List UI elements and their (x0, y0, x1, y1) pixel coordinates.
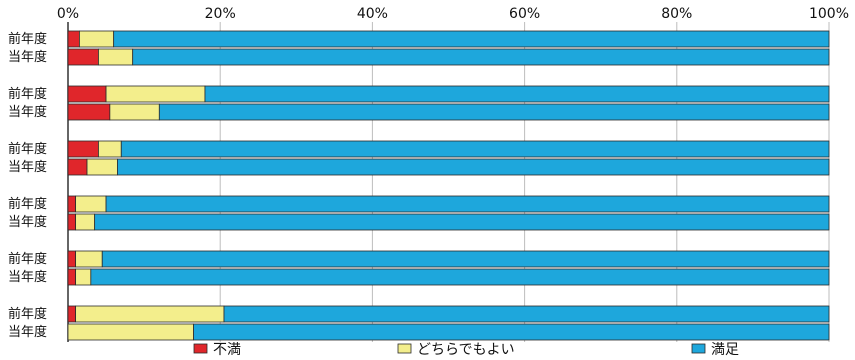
bar-segment-neutral (67, 323, 194, 341)
bar-segment-satisfied (117, 158, 830, 176)
x-tick-label: 80% (661, 6, 692, 22)
row-label: 前年度 (8, 141, 47, 157)
row-label: 当年度 (8, 214, 47, 230)
bar-segment-satisfied (105, 195, 830, 213)
bar-segment-dissatisfied (67, 195, 77, 213)
legend-label: 満足 (711, 342, 739, 358)
legend-label: どちらでもよい (417, 342, 515, 358)
row-label: 前年度 (8, 86, 47, 102)
x-tick-label: 40% (357, 6, 388, 22)
bar-segment-dissatisfied (67, 48, 99, 66)
x-tick-label: 0% (57, 6, 79, 22)
bar-segment-satisfied (158, 103, 830, 121)
bar-segment-neutral (75, 250, 103, 268)
bar-segment-dissatisfied (67, 213, 77, 231)
bar-segment-dissatisfied (67, 158, 88, 176)
bar-segment-neutral (98, 140, 122, 158)
bar-segment-neutral (109, 103, 160, 121)
bar-segment-neutral (75, 268, 92, 286)
bar-segment-neutral (79, 30, 115, 48)
bar-segment-satisfied (101, 250, 830, 268)
grid-lines (67, 22, 830, 342)
row-label: 当年度 (8, 104, 47, 120)
bar-segment-dissatisfied (67, 30, 80, 48)
row-label: 当年度 (8, 49, 47, 65)
x-tick-label: 60% (509, 6, 540, 22)
row-label: 当年度 (8, 269, 47, 285)
bar-segment-neutral (75, 213, 96, 231)
bars (67, 30, 830, 341)
bar-segment-dissatisfied (67, 140, 99, 158)
x-tick-label: 100% (809, 6, 849, 22)
row-label: 前年度 (8, 251, 47, 267)
bar-segment-dissatisfied (67, 268, 77, 286)
bar-segment-dissatisfied (67, 103, 111, 121)
bar-segment-satisfied (113, 30, 830, 48)
bar-segment-neutral (75, 195, 107, 213)
legend-swatch (691, 343, 706, 354)
bar-segment-satisfied (120, 140, 830, 158)
bar-segment-satisfied (90, 268, 830, 286)
bar-segment-satisfied (223, 305, 830, 323)
x-axis-ticks: 0% 20% 40% 60% 80% 100% (57, 6, 849, 22)
legend-swatch (397, 343, 412, 354)
bar-segment-neutral (105, 85, 206, 103)
legend-label: 不満 (213, 342, 241, 358)
row-label: 前年度 (8, 306, 47, 322)
row-label: 前年度 (8, 196, 47, 212)
legend-swatch (193, 343, 208, 354)
bar-segment-satisfied (132, 48, 830, 66)
bar-segment-neutral (86, 158, 118, 176)
bar-segment-dissatisfied (67, 85, 107, 103)
row-label: 前年度 (8, 31, 47, 47)
x-tick-label: 20% (205, 6, 236, 22)
row-label: 当年度 (8, 159, 47, 175)
bar-segment-neutral (98, 48, 134, 66)
bar-segment-dissatisfied (67, 250, 77, 268)
row-label: 当年度 (8, 324, 47, 340)
bar-segment-satisfied (94, 213, 830, 231)
bar-segment-dissatisfied (67, 305, 77, 323)
legend: 不満 どちらでもよい 満足 (193, 342, 739, 358)
bar-segment-satisfied (204, 85, 830, 103)
bar-segment-satisfied (193, 323, 830, 341)
bar-segment-neutral (75, 305, 225, 323)
